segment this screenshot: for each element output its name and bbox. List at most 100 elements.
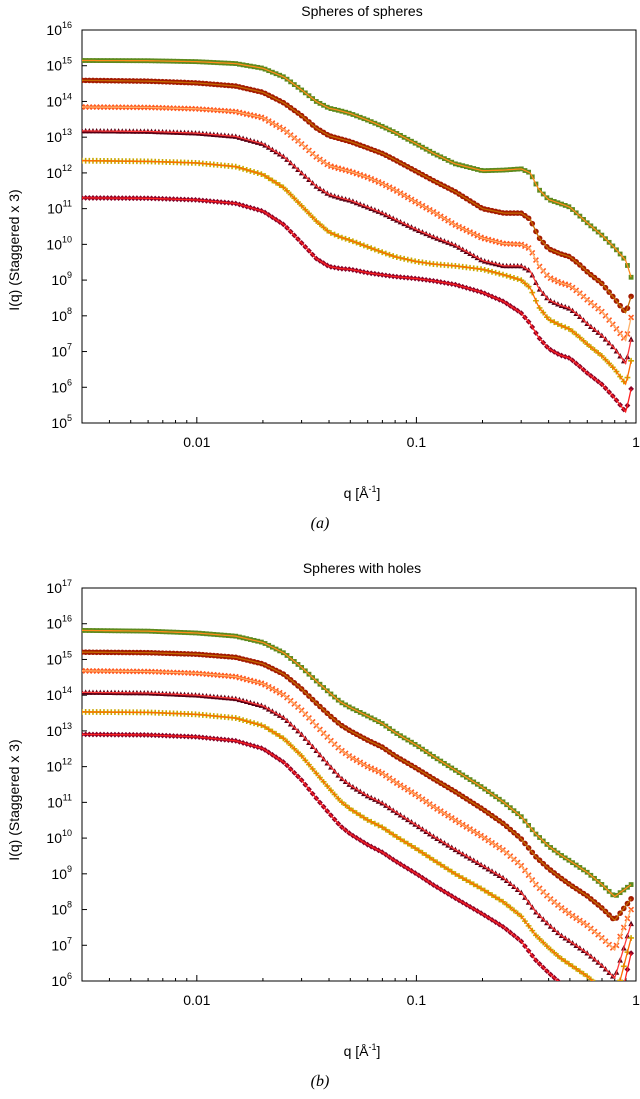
panel-a-y-tick-label: 109 (51, 270, 72, 288)
panel-a-y-axis-label: I(q) (Staggered x 3) (6, 189, 22, 310)
panel-b-series-6-point (566, 986, 572, 992)
panel-b-series-3-fit-line (82, 670, 632, 951)
panel-a-caption: (a) (311, 515, 330, 532)
panel-b-series-5-fit-line (82, 711, 632, 981)
panel-a-plot-frame (81, 29, 637, 424)
panel-a-y-tick-label: 1010 (46, 234, 72, 252)
panel-a-series-2 (82, 77, 634, 314)
panel-b-series-6-point (588, 1001, 594, 1007)
panel-b-series-5 (82, 709, 635, 1003)
panel-b-series-6-fit-line (82, 733, 632, 981)
panel-b-series-6-point (581, 996, 587, 1002)
panel-a-series-6 (82, 194, 635, 414)
panel-b-caption: (b) (311, 1073, 330, 1090)
panel-b-title: Spheres with holes (303, 560, 421, 576)
panel-a-series-3-fit-line (82, 106, 632, 342)
panel-a-y-tick-label: 1015 (46, 56, 72, 74)
panel-a-y-tick-label: 1013 (46, 127, 72, 145)
panel-a-series-3-point (628, 314, 635, 321)
panel-b-series-6-point (592, 1005, 598, 1011)
panel-a-y-tick-label: 1011 (47, 199, 72, 217)
panel-b-series-6-point (573, 991, 579, 997)
panel-b-x-tick-label: 1 (632, 992, 640, 1008)
panel-b-series-5-point (614, 992, 620, 998)
panel-b-series-6-point (561, 980, 562, 981)
panel-a-y-tick-label: 108 (51, 306, 72, 324)
panel-b-series-5-point (593, 979, 596, 981)
panel-a-chart: Spheres of spheres I(q) (Staggered x 3) … (6, 3, 640, 532)
panel-b-plot-frame (81, 587, 637, 982)
panel-b-y-tick-label: 106 (51, 971, 72, 989)
panel-a-series-1-fit-line (82, 59, 632, 278)
panel-b-x-axis-label: q [Å-1] (344, 1042, 381, 1059)
panel-b-series-5-point (603, 989, 609, 995)
panel-b-series-6-point (610, 1021, 616, 1027)
panel-a-y-tick-label: 107 (51, 342, 72, 360)
panel-b-y-tick-label: 1010 (46, 828, 72, 846)
panel-b-x-tick-label: 0.01 (183, 992, 210, 1008)
panel-b-series-6-point (606, 1018, 612, 1024)
panel-b-y-tick-label: 107 (51, 935, 72, 953)
panel-a-y-tick-label: 1014 (46, 91, 72, 109)
panel-b-y-tick-label: 108 (51, 900, 72, 918)
panel-a-series-1 (82, 58, 634, 280)
panel-b-series-5-point (606, 993, 612, 999)
panel-b-y-tick-label: 1017 (46, 578, 72, 596)
panel-b-series-5-point (595, 983, 601, 989)
panel-a-x-tick-label: 1 (632, 434, 640, 450)
panel-b-series-6-point (595, 1008, 601, 1014)
panel-b-y-tick-label: 1015 (46, 649, 72, 667)
panel-b-series-4 (82, 689, 634, 980)
panel-a-title: Spheres of spheres (301, 3, 422, 19)
panel-b-series-6-point (570, 988, 576, 994)
panel-b-series-1-point (628, 882, 634, 887)
panel-b-series-6-point (621, 983, 627, 989)
panel-a-plot-area (82, 58, 635, 414)
panel-b-y-tick-label: 1012 (46, 757, 72, 775)
panel-b-series-1-fit-line (82, 629, 632, 898)
panel-b-chart: Spheres with holes I(q) (Staggered x 3) … (6, 560, 640, 1090)
panel-b-plot-area (82, 628, 635, 1027)
panel-b-series-6-point (628, 950, 635, 957)
panel-a-series-4-point (628, 336, 634, 342)
panel-b-series-2-fit-line (82, 651, 632, 922)
panel-a-series-5 (82, 157, 635, 386)
panel-a-series-2-point (628, 293, 634, 300)
panel-b-y-tick-label: 109 (51, 864, 72, 882)
panel-b-series-6-point (584, 998, 590, 1004)
panel-b-series-2 (82, 649, 634, 922)
panel-b-series-3 (82, 667, 635, 951)
panel-a-x-tick-label: 0.1 (407, 434, 427, 450)
panel-b-y-tick-label: 1014 (46, 685, 72, 703)
panel-a-y-tick-label: 1016 (46, 20, 72, 38)
panel-b-series-4-point (628, 920, 634, 927)
panel-b-y-tick-label: 1013 (46, 721, 72, 739)
panel-a-y-tick-label: 106 (51, 377, 72, 395)
panel-b-series-6-point (562, 983, 568, 989)
panel-b-series-6-point (599, 1011, 605, 1017)
panel-a-series-4 (82, 127, 634, 365)
panel-b-series-4-fit-line (82, 691, 632, 980)
panel-b-series-1 (82, 628, 634, 898)
panel-b-series-5-point (599, 986, 605, 992)
panel-a-series-3 (82, 104, 635, 342)
panel-a-y-tick-label: 1012 (46, 163, 72, 181)
panel-b-series-6 (82, 731, 635, 1027)
panel-b-y-tick-label: 1016 (46, 614, 72, 632)
panel-b-series-6-point (614, 1015, 620, 1021)
panel-a-x-axis-label: q [Å-1] (344, 484, 381, 501)
panel-b-y-axis-label: I(q) (Staggered x 3) (6, 739, 22, 860)
panel-b-series-6-point (617, 999, 623, 1005)
panel-b-series-6-point (577, 993, 583, 999)
panel-a-series-5-fit-line (82, 160, 632, 386)
panel-a-y-tick-label: 105 (51, 413, 72, 431)
panel-a-series-4-fit-line (82, 130, 632, 365)
panel-a-series-6-fit-line (82, 197, 632, 414)
panel-b-x-tick-label: 0.1 (407, 992, 427, 1008)
panel-a-x-tick-label: 0.01 (183, 434, 210, 450)
panel-b-series-5-point (610, 997, 616, 1003)
panel-a-series-2-fit-line (82, 79, 632, 314)
panel-b-series-6-point (603, 1014, 609, 1020)
